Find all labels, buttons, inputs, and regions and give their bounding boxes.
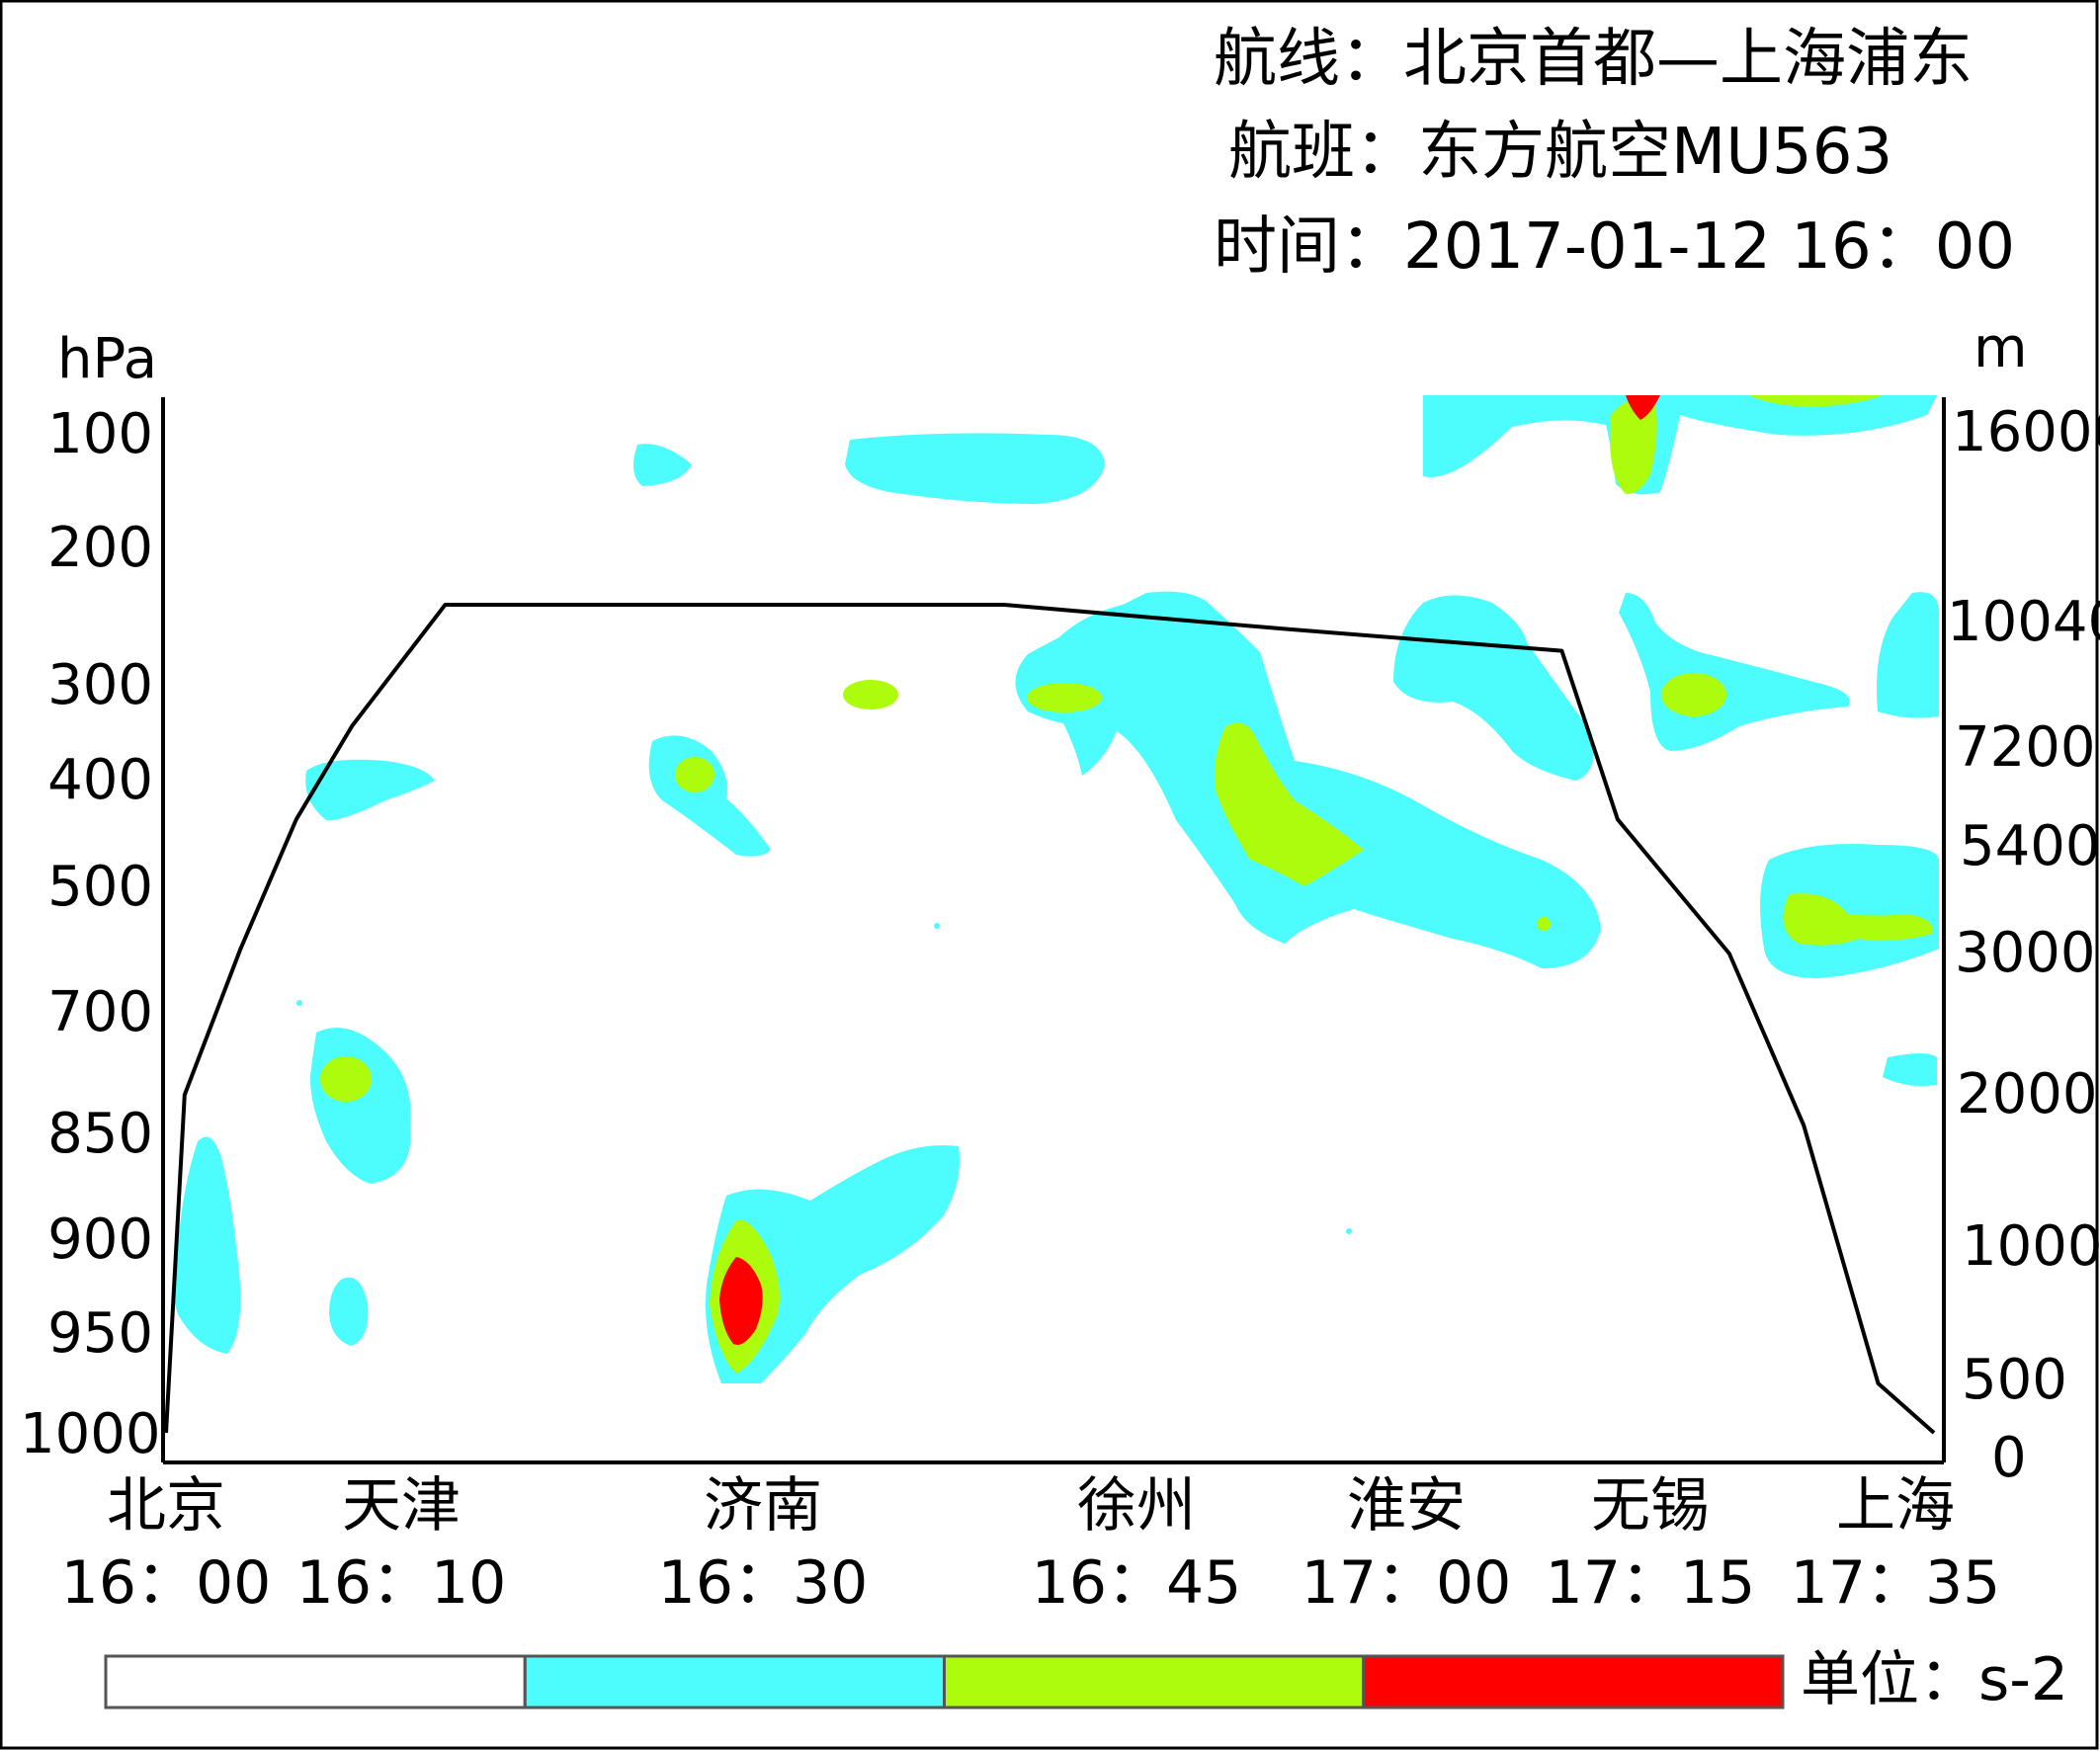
x-tick-city: 北京 [107, 1471, 225, 1541]
x-tick-time: 16：00 [60, 1548, 272, 1618]
legend-swatch [943, 1654, 1366, 1709]
green-region [320, 1056, 372, 1102]
x-tick-city: 济南 [704, 1471, 822, 1541]
left-tick-label: 100 [47, 402, 153, 466]
x-tick-time: 17：00 [1301, 1548, 1512, 1618]
cyan-region [310, 1028, 411, 1184]
left-tick-label: 400 [47, 748, 153, 812]
right-tick-label: 3000 [1955, 921, 2096, 985]
x-tick-time: 17：15 [1545, 1548, 1756, 1618]
legend-swatch [1362, 1654, 1785, 1709]
right-tick-label: 7200 [1955, 715, 2096, 780]
route-title: 航线：北京首都—上海浦东 [1214, 23, 1973, 96]
x-tick-city: 徐州 [1077, 1471, 1196, 1541]
legend-unit-label: 单位：s-2 [1801, 1645, 2069, 1714]
left-tick-label: 500 [47, 855, 153, 919]
green-region [1783, 893, 1933, 946]
x-tick-city: 天津 [342, 1471, 461, 1541]
left-tick-label: 900 [47, 1208, 153, 1272]
green-region [675, 757, 714, 792]
left-axis-unit: hPa [57, 327, 158, 391]
cyan-region [173, 1136, 241, 1354]
right-axis-unit: m [1974, 316, 2028, 380]
green-region [1537, 917, 1551, 931]
green-region [1214, 722, 1364, 886]
green-region [1610, 399, 1657, 494]
green-region [843, 680, 898, 709]
cyan-region [1423, 395, 1937, 495]
red-region [719, 1257, 763, 1345]
right-tick-label: 0 [1991, 1426, 2027, 1490]
time-title: 时间：2017-01-12 16：00 [1214, 210, 2016, 284]
left-tick-label: 700 [47, 980, 153, 1044]
right-tick-label: 10040 [1947, 590, 2100, 654]
right-tick-label: 500 [1962, 1348, 2067, 1412]
cyan-region [1015, 591, 1601, 968]
cyan-dot [296, 1000, 302, 1006]
x-tick-time: 16：45 [1031, 1548, 1242, 1618]
cyan-region [633, 444, 692, 486]
cyan-region [305, 759, 435, 821]
green-region [1749, 395, 1883, 407]
cyan-region [648, 735, 771, 857]
right-tick-label: 1000 [1962, 1214, 2100, 1279]
green-region [1027, 683, 1102, 712]
turbulence-field [173, 395, 1939, 1383]
flight-title: 航班：东方航空MU563 [1228, 116, 1893, 189]
cyan-region [1883, 1053, 1937, 1086]
x-tick-city: 淮安 [1347, 1471, 1466, 1541]
flight-path-line [164, 603, 1936, 1435]
cyan-region [1619, 593, 1850, 751]
left-tick-label: 950 [47, 1301, 153, 1366]
x-tick-city: 上海 [1836, 1471, 1955, 1541]
cyan-dot [1179, 695, 1185, 701]
cyan-region [329, 1277, 369, 1346]
cyan-region [1877, 592, 1939, 718]
cyan-dot [1346, 1228, 1352, 1234]
left-tick-label: 850 [47, 1102, 153, 1166]
legend [104, 1654, 1785, 1709]
right-tick-label: 2000 [1957, 1062, 2098, 1126]
left-tick-label: 300 [47, 653, 153, 717]
cyan-region [1393, 595, 1594, 781]
cyan-region [1760, 844, 1939, 978]
left-tick-label: 1000 [20, 1402, 161, 1466]
right-tick-label: 5400 [1960, 814, 2100, 878]
x-tick-time: 16：10 [295, 1548, 507, 1618]
x-tick-time: 17：35 [1790, 1548, 2001, 1618]
x-tick-time: 16：30 [657, 1548, 869, 1618]
red-region [1626, 395, 1660, 420]
right-tick-label: 16000 [1952, 400, 2100, 464]
cyan-region [845, 433, 1105, 504]
legend-swatch [104, 1654, 527, 1709]
legend-swatch [523, 1654, 946, 1709]
left-tick-label: 200 [47, 516, 153, 580]
cyan-dot [934, 923, 940, 929]
x-tick-city: 无锡 [1591, 1471, 1710, 1541]
green-region [1661, 673, 1726, 716]
